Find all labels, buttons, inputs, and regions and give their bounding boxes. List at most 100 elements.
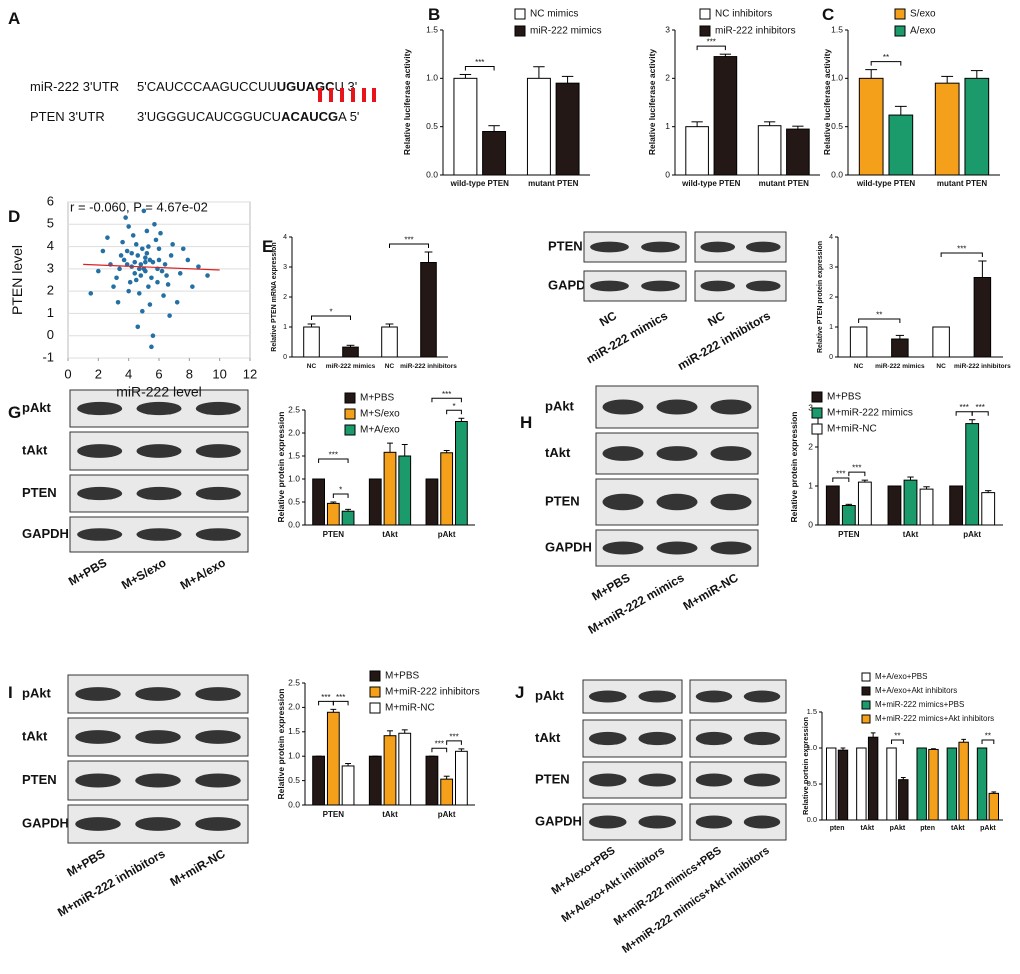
y-axis-label: Relative luciferase activity xyxy=(647,49,657,156)
blot-band xyxy=(710,493,752,511)
x-tick-label: PTEN xyxy=(323,810,345,819)
y-axis-label: Relative luciferase activity xyxy=(402,49,412,156)
scatter-point xyxy=(174,299,180,305)
bar xyxy=(381,326,398,358)
western-blot: pAkt tAkt PTEN GAPDH M+PBS M+S/exo M+A/exo xyxy=(22,389,249,592)
sequence: 5'CAUCCCAAGUCCUUUGUAGCU 3' xyxy=(137,79,357,94)
blot-band xyxy=(75,817,121,831)
error-bar xyxy=(931,748,936,750)
legend-swatch xyxy=(699,8,711,20)
error-bar xyxy=(861,479,869,483)
y-tick-label: 3 xyxy=(808,402,813,412)
bar xyxy=(440,452,454,526)
y-axis-label: Relative PTEN mRNA expression xyxy=(271,242,278,351)
error-bar xyxy=(894,105,907,116)
x-tick-label: mutant PTEN xyxy=(937,179,987,188)
bar xyxy=(946,747,958,821)
significance-label: *** xyxy=(959,403,968,412)
blot-band xyxy=(195,528,241,541)
blot-band xyxy=(75,730,121,744)
bar xyxy=(368,478,382,526)
x-tick-label: miR-222 mimics xyxy=(326,363,376,370)
blot-row-label: GAPDH xyxy=(22,815,69,830)
significance-label: * xyxy=(339,486,342,495)
scatter-point xyxy=(130,233,136,238)
blot-band xyxy=(195,687,241,701)
panel-label: C xyxy=(822,5,834,24)
blot-band xyxy=(135,687,181,701)
y-tick-label: 0.5 xyxy=(807,779,817,788)
significance-bracket xyxy=(971,411,989,416)
bar xyxy=(341,765,355,806)
significance-label: ** xyxy=(894,732,900,741)
blot-band xyxy=(77,528,123,541)
y-tick-label: 0.5 xyxy=(288,775,300,785)
blot-band xyxy=(710,541,752,555)
y-tick-label: 1.0 xyxy=(831,73,843,83)
y-tick-label: 0.0 xyxy=(807,815,817,824)
significance-bracket xyxy=(870,61,902,66)
y-tick-label: 1.0 xyxy=(426,73,438,83)
y-tick-label: 4 xyxy=(829,234,833,241)
bar xyxy=(849,326,868,358)
blot-row-label: GAPDH xyxy=(548,277,595,292)
legend-label: M+miR-NC xyxy=(385,703,435,714)
y-tick-label: 0.0 xyxy=(288,519,300,529)
scatter-point xyxy=(129,250,134,256)
scatter-point xyxy=(149,344,154,350)
y-axis-label: PTEN level xyxy=(9,245,25,315)
x-tick-label: PTEN xyxy=(323,530,345,539)
error-bar xyxy=(458,748,465,752)
blot-band xyxy=(695,815,733,829)
pair-mark xyxy=(351,88,355,102)
legend-label: M+miR-222 mimics xyxy=(827,408,913,419)
y-axis-label: Relative portein expression xyxy=(801,717,810,815)
bar xyxy=(312,478,325,526)
significance-bracket xyxy=(955,411,973,416)
bar xyxy=(455,750,468,806)
scatter-point xyxy=(132,271,138,276)
blot-band xyxy=(638,815,677,829)
error-bar xyxy=(387,730,393,736)
y-axis-label: Relative luciferase activity xyxy=(822,49,832,156)
x-tick-label: tAkt xyxy=(382,810,398,819)
blot-row-label: pAkt xyxy=(535,688,565,703)
x-tick-label: NC xyxy=(854,363,864,370)
significance-label: *** xyxy=(404,236,413,245)
legend-swatch xyxy=(811,423,823,435)
significance-label: *** xyxy=(336,693,345,702)
legend-swatch xyxy=(344,424,356,436)
y-tick-label: 0 xyxy=(47,327,54,342)
y-tick-label: 1.5 xyxy=(426,24,438,34)
blot-band xyxy=(638,690,677,703)
legend-label: M+A/exo xyxy=(360,425,400,436)
blot-row-label: pAkt xyxy=(545,398,575,413)
blot-band xyxy=(745,280,781,292)
x-tick-label: pten xyxy=(830,825,845,832)
significance-bracket xyxy=(848,471,866,477)
pair-mark xyxy=(318,88,322,102)
x-tick-label: tAkt xyxy=(860,825,874,832)
blot-band xyxy=(745,241,781,253)
bar xyxy=(887,485,902,526)
y-tick-label: 3 xyxy=(283,264,287,271)
significance-bracket xyxy=(311,315,351,320)
legend-label: M+miR-222 mimics+PBS xyxy=(875,700,964,709)
seed-sequence: ACAUCG xyxy=(281,109,338,124)
y-tick-label: 2.0 xyxy=(288,427,300,437)
panel-label: D xyxy=(8,207,20,226)
significance-label: * xyxy=(452,402,455,411)
scatter-point xyxy=(159,268,165,274)
scatter-point xyxy=(180,246,186,252)
bar xyxy=(888,114,914,176)
bar xyxy=(425,755,439,806)
legend-swatch xyxy=(811,391,823,403)
legend-label: S/exo xyxy=(910,9,936,20)
error-bar xyxy=(385,323,394,327)
x-tick-label: 10 xyxy=(212,366,226,381)
significance-bracket xyxy=(940,252,983,257)
legend-label: M+A/exo+PBS xyxy=(875,672,927,681)
legend-label: M+A/exo+Akt inhibitors xyxy=(875,686,957,695)
scatter-point xyxy=(158,230,163,236)
